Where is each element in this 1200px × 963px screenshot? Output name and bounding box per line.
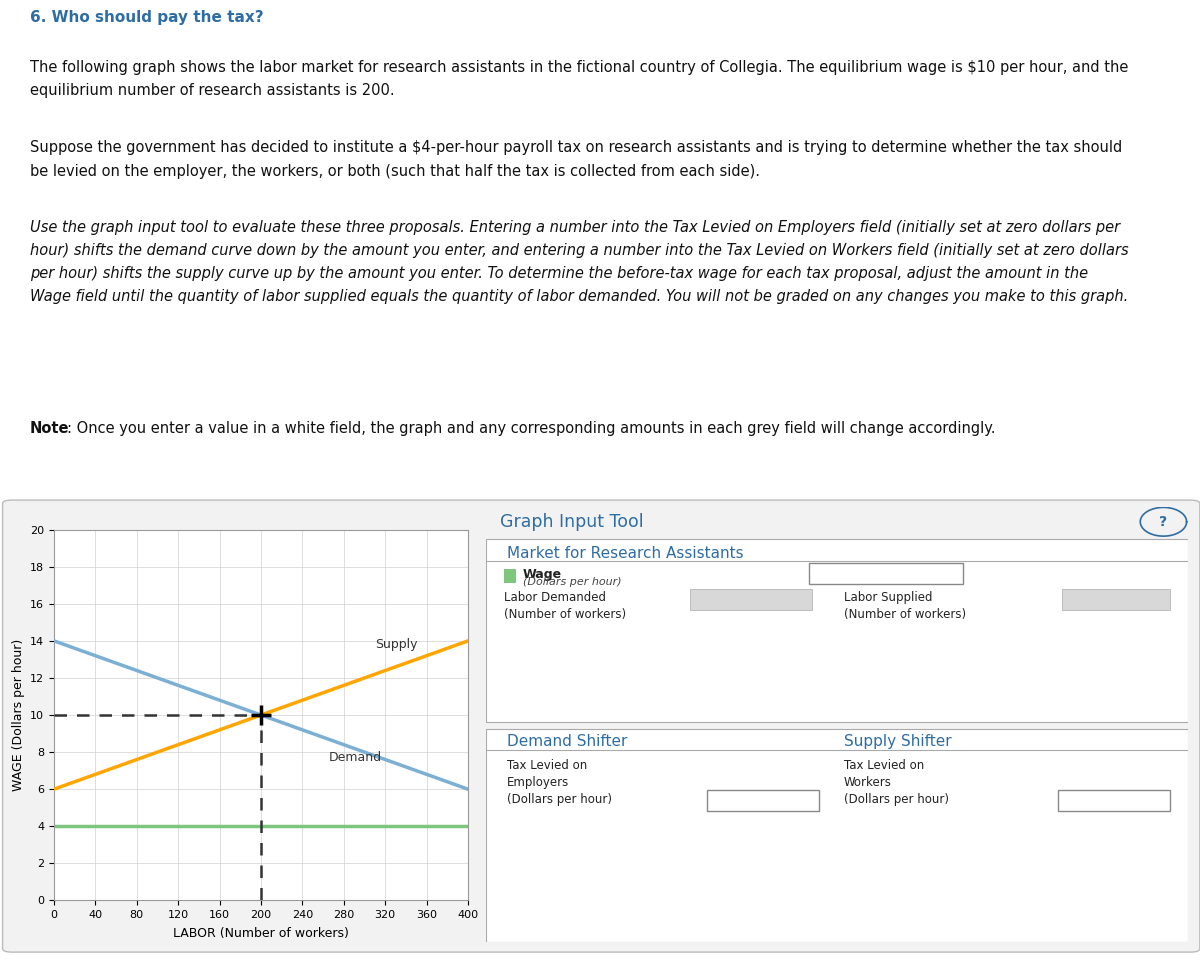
Text: Wage: Wage xyxy=(522,568,562,582)
FancyBboxPatch shape xyxy=(1058,791,1170,811)
Text: Demand: Demand xyxy=(329,751,382,765)
Text: (Dollars per hour): (Dollars per hour) xyxy=(522,577,622,587)
Text: : Once you enter a value in a white field, the graph and any corresponding amoun: : Once you enter a value in a white fiel… xyxy=(67,421,996,435)
Text: 500: 500 xyxy=(779,592,805,607)
Text: Labor Demanded
(Number of workers): Labor Demanded (Number of workers) xyxy=(504,591,625,621)
FancyBboxPatch shape xyxy=(1062,589,1170,611)
Text: Graph Input Tool: Graph Input Tool xyxy=(500,513,643,531)
Text: 4: 4 xyxy=(949,566,958,581)
Text: Market for Research Assistants: Market for Research Assistants xyxy=(508,546,744,560)
Text: Supply Shifter: Supply Shifter xyxy=(844,734,952,749)
FancyBboxPatch shape xyxy=(486,539,1188,722)
Y-axis label: WAGE (Dollars per hour): WAGE (Dollars per hour) xyxy=(12,638,24,792)
Text: Use the graph input tool to evaluate these three proposals. Entering a number in: Use the graph input tool to evaluate the… xyxy=(30,221,1129,303)
Text: 0: 0 xyxy=(805,794,815,808)
FancyBboxPatch shape xyxy=(809,563,964,584)
Text: Labor Supplied
(Number of workers): Labor Supplied (Number of workers) xyxy=(844,591,966,621)
Text: Demand Shifter: Demand Shifter xyxy=(508,734,628,749)
Text: 0: 0 xyxy=(1157,794,1165,808)
FancyBboxPatch shape xyxy=(504,569,516,583)
Text: Tax Levied on
Employers
(Dollars per hour): Tax Levied on Employers (Dollars per hou… xyxy=(508,759,612,806)
X-axis label: LABOR (Number of workers): LABOR (Number of workers) xyxy=(173,927,349,940)
Text: Tax Levied on
Workers
(Dollars per hour): Tax Levied on Workers (Dollars per hour) xyxy=(844,759,949,806)
Text: 0: 0 xyxy=(1154,592,1164,607)
Text: Note: Note xyxy=(30,421,70,435)
FancyBboxPatch shape xyxy=(690,589,812,611)
Text: 6. Who should pay the tax?: 6. Who should pay the tax? xyxy=(30,10,264,25)
FancyBboxPatch shape xyxy=(2,500,1200,952)
FancyBboxPatch shape xyxy=(486,729,1188,942)
Text: The following graph shows the labor market for research assistants in the fictio: The following graph shows the labor mark… xyxy=(30,60,1128,98)
Text: Suppose the government has decided to institute a $4-per-hour payroll tax on res: Suppose the government has decided to in… xyxy=(30,141,1122,178)
Text: ?: ? xyxy=(1159,515,1168,529)
Text: Supply: Supply xyxy=(374,638,418,651)
FancyBboxPatch shape xyxy=(707,791,820,811)
